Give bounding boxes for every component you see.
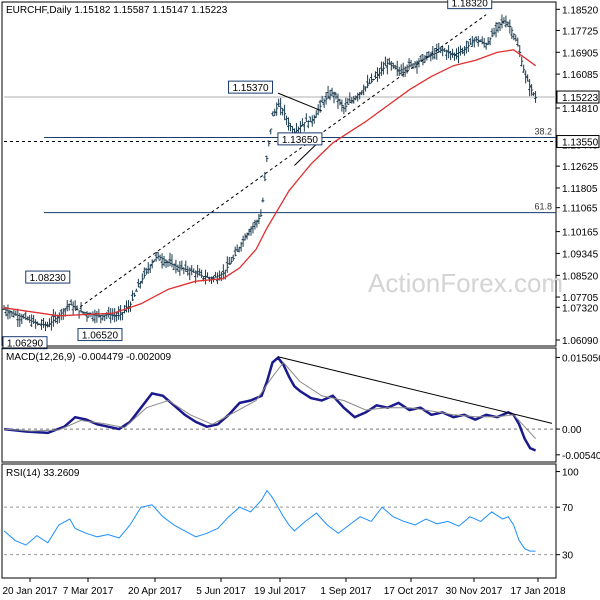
macd-title: MACD(12,26,9) -0.004479 -0.002009 <box>6 352 172 363</box>
price-tick-label: 1.06090 <box>562 336 599 347</box>
price-callout: 1.15370 <box>232 83 269 94</box>
x-axis: 20 Jan 2017 7 Mar 2017 20 Apr 2017 5 Jun 20… <box>2 578 566 597</box>
fib-label: 38.2 <box>534 127 552 137</box>
current-price-label: 1.15223 <box>562 93 599 104</box>
support-price-box <box>556 135 600 149</box>
macd-lines <box>3 355 556 452</box>
macd-tick-label: 0.015056 <box>562 353 600 364</box>
price-callout: 1.06290 <box>7 339 44 350</box>
x-tick-label: 20 Jan 2017 <box>2 586 57 597</box>
price-tick-label: 1.17725 <box>562 26 599 37</box>
rsi-tick-label: 70 <box>562 503 574 514</box>
price-labels: 1.18320 1.15370 1.13650 1.08230 1.06520 1.062… <box>2 0 493 350</box>
macd-tick-label: -0.005409 <box>562 451 600 462</box>
price-header: EURCHF,Daily 1.15182 1.15587 1.15147 1.1… <box>6 5 228 16</box>
rsi-panel: RSI(14) 33.2609 100 70 30 <box>1 463 579 579</box>
price-tick-label: 1.07320 <box>562 303 599 314</box>
price-candles <box>2 14 538 332</box>
x-tick-label: 1 Sep 2017 <box>320 586 372 597</box>
price-callout-box <box>228 80 274 94</box>
price-axis: 1.185201.177251.169051.160851.148101.134… <box>556 5 600 347</box>
price-callout: 1.13650 <box>282 135 319 146</box>
price-callout-box <box>447 0 493 10</box>
watermark: ActionForex.com <box>368 268 563 298</box>
price-tick-label: 1.11065 <box>562 204 598 215</box>
x-tick-label: 19 Jul 2017 <box>254 586 306 597</box>
macd-panel-frame <box>1 347 557 463</box>
rsi-axis: 100 70 30 <box>556 468 579 562</box>
price-callout: 1.18320 <box>452 0 489 10</box>
macd-panel: MACD(12,26,9) -0.004479 -0.002009 0.0150… <box>1 347 600 463</box>
price-tick-label: 1.16085 <box>562 70 599 81</box>
price-callout: 1.08230 <box>30 273 67 284</box>
rsi-tick-label: 30 <box>562 551 574 562</box>
price-tick-label: 1.11805 <box>562 184 598 195</box>
x-tick-label: 7 Mar 2017 <box>63 586 114 597</box>
price-panel-frame <box>1 1 557 347</box>
price-panel: EURCHF,Daily 1.15182 1.15587 1.15147 1.1… <box>1 0 600 350</box>
price-tick-label: 1.12625 <box>562 162 599 173</box>
x-tick-label: 17 Oct 2017 <box>384 586 439 597</box>
price-callout-box <box>25 270 71 284</box>
fib-label: 61.8 <box>534 202 552 212</box>
x-tick-label: 17 Jan 2018 <box>510 586 565 597</box>
trend-line <box>74 14 487 311</box>
trend-line <box>277 92 323 112</box>
rsi-lines <box>3 489 556 556</box>
rsi-panel-frame <box>1 463 557 579</box>
moving-average-line <box>3 49 536 317</box>
price-tick-label: 1.09345 <box>562 249 599 260</box>
current-price-box <box>556 90 600 104</box>
support-price-label: 1.13550 <box>562 138 599 149</box>
macd-axis: 0.015056 0.00 -0.005409 <box>556 353 600 462</box>
price-tick-label: 1.10165 <box>562 228 599 239</box>
x-tick-label: 5 Jun 2017 <box>196 586 246 597</box>
price-callout-box <box>2 336 48 350</box>
rsi-title: RSI(14) 33.2609 <box>6 468 80 479</box>
x-tick-label: 20 Apr 2017 <box>128 586 182 597</box>
price-callout: 1.06520 <box>82 331 119 342</box>
price-tick-label: 1.16905 <box>562 48 599 59</box>
macd-trend-line <box>277 356 553 424</box>
price-callout-box <box>77 328 123 342</box>
price-callout-box <box>277 132 323 146</box>
price-tick-label: 1.08520 <box>562 271 599 282</box>
macd-signal-line <box>3 361 536 439</box>
price-tick-label: 1.07705 <box>562 293 599 304</box>
rsi-tick-label: 100 <box>562 468 579 479</box>
rsi-line <box>3 489 536 552</box>
price-tick-label: 1.14810 <box>562 104 599 115</box>
price-tick-label: 1.18520 <box>562 5 599 16</box>
x-tick-label: 30 Nov 2017 <box>446 586 503 597</box>
macd-tick-label: 0.00 <box>562 425 582 436</box>
